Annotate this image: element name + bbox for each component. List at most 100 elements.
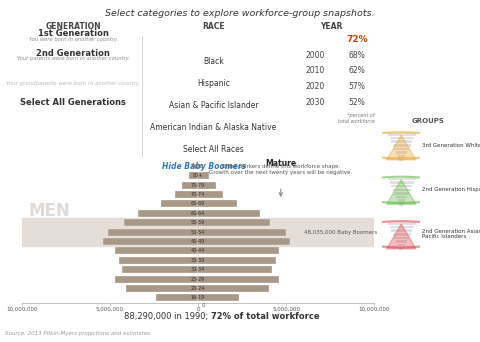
- Text: 2020: 2020: [305, 82, 324, 91]
- Text: Older workers define this workforce shape.
Growth over the next twenty years wil: Older workers define this workforce shap…: [209, 164, 352, 175]
- Bar: [401, 203, 404, 206]
- Text: 45-49: 45-49: [191, 239, 205, 244]
- Bar: [397, 155, 401, 158]
- Bar: [401, 155, 405, 158]
- Bar: [401, 185, 412, 187]
- Text: 50-54: 50-54: [191, 229, 205, 235]
- Bar: [390, 226, 401, 228]
- Bar: [390, 181, 401, 184]
- Text: 88,290,000 in 1990;: 88,290,000 in 1990;: [124, 312, 211, 321]
- Bar: [198, 200, 237, 208]
- Text: White: White: [201, 35, 226, 44]
- Bar: [393, 188, 401, 191]
- Bar: [22, 218, 374, 246]
- Bar: [401, 188, 411, 191]
- Text: *percent of
total workforce: *percent of total workforce: [337, 113, 374, 124]
- Bar: [119, 257, 198, 264]
- Bar: [388, 133, 401, 136]
- Text: 40-44: 40-44: [191, 248, 205, 253]
- Text: Select categories to explore workforce-group snapshots.: Select categories to explore workforce-g…: [105, 9, 375, 17]
- Bar: [393, 233, 401, 236]
- Text: 35-39: 35-39: [191, 258, 205, 263]
- Text: Select All Generations: Select All Generations: [20, 98, 126, 107]
- Bar: [401, 196, 407, 198]
- Text: Asian & Pacific Islander: Asian & Pacific Islander: [169, 101, 258, 110]
- Text: 1990: 1990: [304, 35, 325, 44]
- Bar: [198, 257, 276, 264]
- Bar: [401, 159, 404, 161]
- Bar: [198, 219, 270, 226]
- Text: Mature: Mature: [265, 159, 296, 168]
- Polygon shape: [386, 180, 416, 205]
- Text: 20-24: 20-24: [191, 286, 205, 291]
- Bar: [161, 200, 198, 208]
- Text: MEN: MEN: [29, 201, 71, 220]
- Bar: [401, 222, 416, 225]
- Text: 68%: 68%: [348, 51, 365, 60]
- Bar: [391, 229, 401, 232]
- Bar: [395, 192, 401, 195]
- Bar: [388, 177, 401, 180]
- Bar: [401, 152, 407, 154]
- Text: 60-64: 60-64: [191, 211, 205, 216]
- Bar: [395, 148, 401, 150]
- Polygon shape: [386, 224, 416, 249]
- Bar: [396, 196, 401, 198]
- Bar: [391, 185, 401, 187]
- Bar: [401, 148, 409, 150]
- Bar: [401, 199, 405, 202]
- Bar: [390, 137, 401, 139]
- Bar: [198, 182, 216, 189]
- Bar: [198, 210, 260, 217]
- Polygon shape: [386, 135, 416, 160]
- Bar: [138, 210, 198, 217]
- Bar: [198, 247, 279, 254]
- Text: 16-19: 16-19: [191, 295, 205, 301]
- Bar: [198, 276, 279, 283]
- Text: Source: 2013 Pitkin-Myers projections and estimates.: Source: 2013 Pitkin-Myers projections an…: [5, 331, 152, 336]
- Bar: [401, 141, 412, 143]
- Text: Age: Age: [192, 163, 204, 169]
- Bar: [198, 285, 269, 292]
- Bar: [103, 238, 198, 245]
- Bar: [156, 294, 198, 302]
- Text: 2nd Generation: 2nd Generation: [36, 49, 110, 58]
- Text: 80+: 80+: [193, 173, 203, 178]
- Text: Hispanic: Hispanic: [197, 79, 230, 88]
- Bar: [396, 152, 401, 154]
- Bar: [393, 144, 401, 147]
- Bar: [401, 233, 411, 236]
- Text: RACE: RACE: [202, 22, 225, 31]
- Bar: [189, 172, 198, 179]
- Bar: [399, 159, 401, 161]
- Bar: [401, 192, 409, 195]
- Text: 25-29: 25-29: [191, 277, 205, 282]
- Text: 2nd Generation Asians &
Pacific Islanders: 2nd Generation Asians & Pacific Islander…: [422, 228, 480, 239]
- Bar: [126, 285, 198, 292]
- Text: 75-79: 75-79: [191, 183, 205, 188]
- Bar: [399, 248, 401, 250]
- Text: 48,035,000 Baby Boomers: 48,035,000 Baby Boomers: [304, 229, 377, 235]
- Text: YEAR: YEAR: [320, 22, 342, 31]
- Text: You were born in another country.: You were born in another country.: [29, 37, 118, 42]
- Text: 2010: 2010: [305, 66, 324, 76]
- Text: 1st Generation: 1st Generation: [38, 29, 108, 38]
- Bar: [401, 248, 404, 250]
- Text: 30-34: 30-34: [191, 267, 205, 272]
- Text: 2nd Generation Hispanics: 2nd Generation Hispanics: [422, 187, 480, 192]
- Text: 2000: 2000: [305, 51, 324, 60]
- Text: 3rd Generation Whites: 3rd Generation Whites: [422, 143, 480, 147]
- Bar: [396, 240, 401, 243]
- Text: 57%: 57%: [348, 82, 365, 91]
- Text: 62%: 62%: [348, 66, 365, 76]
- Text: 72%: 72%: [346, 35, 368, 44]
- Bar: [401, 181, 414, 184]
- Bar: [401, 237, 409, 239]
- Bar: [401, 229, 412, 232]
- Bar: [198, 238, 290, 245]
- Bar: [401, 226, 414, 228]
- Text: 55-59: 55-59: [191, 220, 205, 225]
- Text: Your parents were born in another country.: Your parents were born in another countr…: [17, 56, 130, 61]
- Bar: [401, 177, 416, 180]
- Bar: [198, 191, 223, 198]
